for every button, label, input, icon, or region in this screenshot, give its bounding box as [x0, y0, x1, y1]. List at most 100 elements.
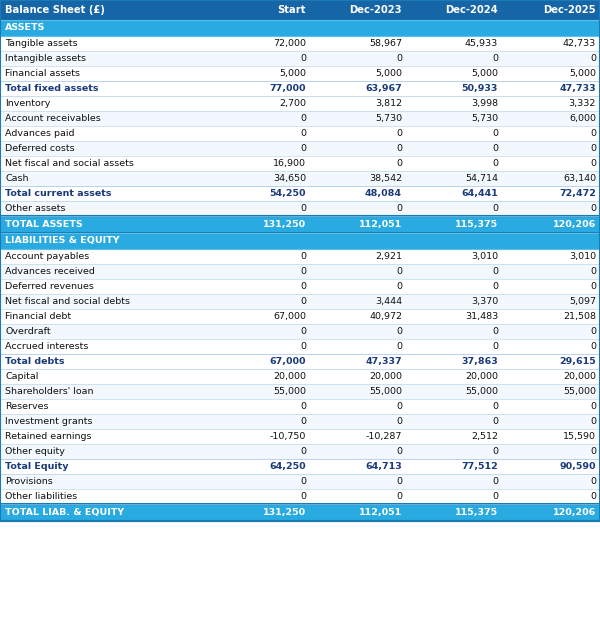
Text: 112,051: 112,051 — [359, 220, 402, 229]
Text: Provisions: Provisions — [5, 477, 53, 486]
Text: 63,967: 63,967 — [365, 84, 402, 93]
Text: 0: 0 — [590, 129, 596, 138]
Text: 37,863: 37,863 — [461, 357, 498, 366]
Text: 0: 0 — [492, 54, 498, 63]
Text: 64,250: 64,250 — [269, 462, 306, 471]
Text: 0: 0 — [396, 204, 402, 213]
Text: 0: 0 — [396, 159, 402, 168]
Text: Shareholders' loan: Shareholders' loan — [5, 387, 94, 396]
Text: 0: 0 — [300, 342, 306, 351]
Text: 72,000: 72,000 — [273, 39, 306, 48]
Text: 0: 0 — [492, 267, 498, 276]
Bar — [0, 429, 600, 444]
Text: 0: 0 — [300, 129, 306, 138]
Text: 50,933: 50,933 — [461, 84, 498, 93]
Text: 0: 0 — [300, 282, 306, 291]
Text: 0: 0 — [396, 327, 402, 336]
Text: Intangible assets: Intangible assets — [5, 54, 86, 63]
Bar — [0, 399, 600, 414]
Text: 0: 0 — [300, 327, 306, 336]
Text: 20,000: 20,000 — [465, 372, 498, 381]
Text: 3,332: 3,332 — [569, 99, 596, 108]
Text: 54,250: 54,250 — [269, 189, 306, 198]
Text: 55,000: 55,000 — [369, 387, 402, 396]
Bar — [0, 233, 600, 249]
Bar — [0, 20, 600, 36]
Text: 31,483: 31,483 — [465, 312, 498, 321]
Text: 0: 0 — [300, 417, 306, 426]
Bar — [0, 0, 600, 20]
Text: 0: 0 — [396, 267, 402, 276]
Text: 55,000: 55,000 — [563, 387, 596, 396]
Text: 67,000: 67,000 — [269, 357, 306, 366]
Text: 0: 0 — [492, 144, 498, 153]
Text: 77,000: 77,000 — [269, 84, 306, 93]
Text: 115,375: 115,375 — [455, 220, 498, 229]
Text: Investment grants: Investment grants — [5, 417, 92, 426]
Text: 5,000: 5,000 — [279, 69, 306, 78]
Text: 34,650: 34,650 — [273, 174, 306, 183]
Text: Net fiscal and social assets: Net fiscal and social assets — [5, 159, 134, 168]
Text: 90,590: 90,590 — [560, 462, 596, 471]
Bar — [0, 309, 600, 324]
Text: 29,615: 29,615 — [559, 357, 596, 366]
Text: Other equity: Other equity — [5, 447, 65, 456]
Text: 20,000: 20,000 — [369, 372, 402, 381]
Text: Total debts: Total debts — [5, 357, 65, 366]
Text: 6,000: 6,000 — [569, 114, 596, 123]
Text: 0: 0 — [590, 54, 596, 63]
Bar — [0, 444, 600, 459]
Bar — [0, 384, 600, 399]
Text: Tangible assets: Tangible assets — [5, 39, 77, 48]
Text: 2,512: 2,512 — [471, 432, 498, 441]
Text: 0: 0 — [300, 402, 306, 411]
Text: 0: 0 — [590, 159, 596, 168]
Text: 0: 0 — [590, 282, 596, 291]
Text: 67,000: 67,000 — [273, 312, 306, 321]
Text: Deferred revenues: Deferred revenues — [5, 282, 94, 291]
Text: 42,733: 42,733 — [563, 39, 596, 48]
Text: 0: 0 — [300, 267, 306, 276]
Text: 5,000: 5,000 — [471, 69, 498, 78]
Text: ASSETS: ASSETS — [5, 24, 46, 33]
Text: 21,508: 21,508 — [563, 312, 596, 321]
Text: 0: 0 — [300, 297, 306, 306]
Bar — [0, 126, 600, 141]
Text: 0: 0 — [492, 417, 498, 426]
Bar — [0, 66, 600, 81]
Text: 0: 0 — [300, 54, 306, 63]
Text: 0: 0 — [396, 342, 402, 351]
Text: 0: 0 — [590, 447, 596, 456]
Text: 20,000: 20,000 — [273, 372, 306, 381]
Text: Total current assets: Total current assets — [5, 189, 112, 198]
Text: 0: 0 — [590, 327, 596, 336]
Text: 3,998: 3,998 — [471, 99, 498, 108]
Text: 0: 0 — [492, 282, 498, 291]
Text: 15,590: 15,590 — [563, 432, 596, 441]
Bar — [0, 81, 600, 96]
Bar — [0, 216, 600, 233]
Text: 0: 0 — [492, 204, 498, 213]
Text: 5,000: 5,000 — [375, 69, 402, 78]
Bar — [0, 156, 600, 171]
Text: Accrued interests: Accrued interests — [5, 342, 88, 351]
Text: Other assets: Other assets — [5, 204, 65, 213]
Text: 115,375: 115,375 — [455, 508, 498, 517]
Bar — [0, 339, 600, 354]
Text: Financial assets: Financial assets — [5, 69, 80, 78]
Text: 0: 0 — [300, 477, 306, 486]
Text: 0: 0 — [590, 417, 596, 426]
Text: 5,730: 5,730 — [375, 114, 402, 123]
Text: 55,000: 55,000 — [465, 387, 498, 396]
Text: Balance Sheet (£): Balance Sheet (£) — [5, 5, 105, 15]
Bar — [0, 36, 600, 51]
Text: Total fixed assets: Total fixed assets — [5, 84, 98, 93]
Text: 5,000: 5,000 — [569, 69, 596, 78]
Text: 55,000: 55,000 — [273, 387, 306, 396]
Text: Net fiscal and social debts: Net fiscal and social debts — [5, 297, 130, 306]
Text: Other liabilities: Other liabilities — [5, 492, 77, 501]
Text: Dec-2024: Dec-2024 — [445, 5, 498, 15]
Text: 16,900: 16,900 — [273, 159, 306, 168]
Text: 2,921: 2,921 — [375, 252, 402, 261]
Text: 0: 0 — [492, 447, 498, 456]
